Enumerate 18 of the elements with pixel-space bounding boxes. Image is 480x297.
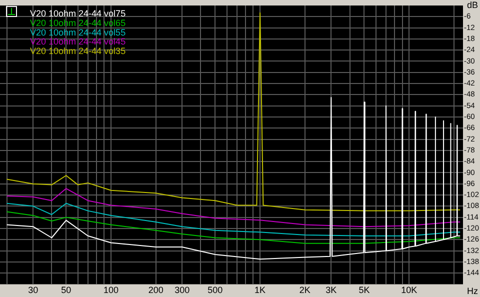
x-tick-label: 200 — [148, 285, 164, 296]
x-tick-label: 30 — [28, 285, 38, 296]
x-tick-label: 10K — [401, 285, 418, 296]
y-axis-title: dB — [467, 0, 478, 10]
x-tick-label: 50 — [61, 285, 72, 296]
text: V20 10ohm 24-44 vol65 — [30, 18, 126, 28]
x-tick-label: 1K — [254, 285, 266, 296]
x-tick-label: 500 — [208, 285, 223, 296]
x-axis-title: Hz — [467, 286, 478, 296]
x-tick-label: 2K — [299, 285, 310, 296]
text: V20 10ohm 24-44 vol55 — [30, 27, 126, 38]
x-tick-label: 3K — [326, 285, 337, 296]
x-tick-label: 300 — [174, 285, 190, 296]
x-tick-label: 100 — [103, 285, 119, 296]
text: V20 10ohm 24-44 vol35 — [30, 46, 126, 56]
legend-label: V20 10ohm 24-44 vol75 — [30, 8, 126, 18]
x-tick-label: 5K — [358, 285, 370, 296]
text: V20 10ohm 24-44 vol45 — [30, 36, 126, 47]
